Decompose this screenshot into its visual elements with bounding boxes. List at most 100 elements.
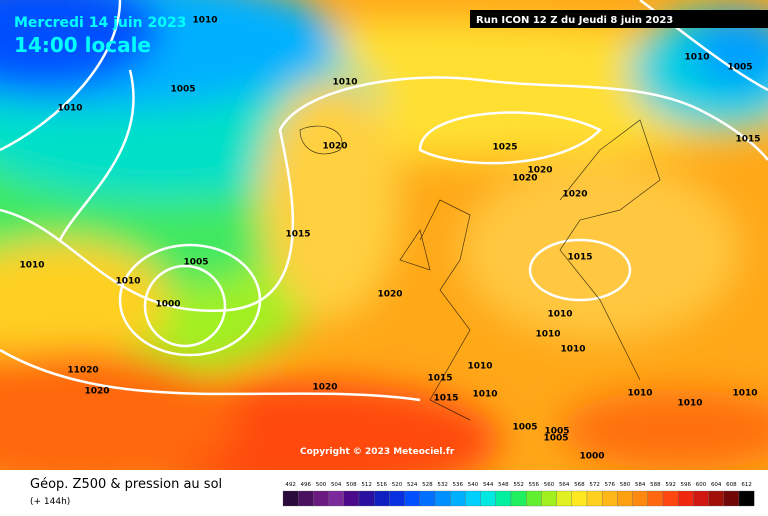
legend-label: 580 <box>620 482 631 488</box>
legend-swatch <box>465 490 481 507</box>
legend-label: 608 <box>726 482 737 488</box>
isobar-label: 1010 <box>627 389 652 399</box>
legend-label: 504 <box>331 482 342 488</box>
copyright: Copyright © 2023 Meteociel.fr <box>300 447 455 457</box>
legend-swatch <box>343 490 360 507</box>
date-label: Mercredi 14 juin 2023 <box>14 15 186 31</box>
isobar-label: 1015 <box>285 230 310 240</box>
legend-swatch <box>313 490 329 507</box>
isobar-label: 1020 <box>84 387 109 397</box>
isobar-label: 1005 <box>543 434 568 444</box>
isobar-label: 11020 <box>67 366 98 376</box>
legend-swatch <box>647 490 664 507</box>
footer-title: Géop. Z500 & pression au sol <box>30 477 222 492</box>
legend-label: 584 <box>635 482 646 488</box>
field <box>0 0 768 470</box>
isobar-label: 1010 <box>684 53 709 63</box>
legend-swatch <box>389 490 405 507</box>
legend-label: 516 <box>377 482 388 488</box>
legend-label: 524 <box>407 482 418 488</box>
isobar-label: 1005 <box>170 85 195 95</box>
isobar-label: 1010 <box>115 277 140 287</box>
legend-swatch <box>556 490 572 507</box>
isobar-label: 1005 <box>544 427 569 437</box>
legend-swatch <box>526 490 542 507</box>
isobar-label: 1005 <box>512 423 537 433</box>
legend-swatch <box>282 490 299 507</box>
legend-swatch <box>738 490 755 507</box>
legend-label: 552 <box>513 482 524 488</box>
legend-swatch <box>723 490 740 507</box>
legend-swatch <box>678 490 694 507</box>
isobar-label: 1020 <box>527 166 552 176</box>
legend-swatch <box>571 490 588 507</box>
run-label: Run ICON 12 Z du Jeudi 8 juin 2023 <box>476 15 673 26</box>
legend-swatch <box>374 490 390 507</box>
legend-label: 604 <box>711 482 722 488</box>
legend-label: 600 <box>696 482 707 488</box>
legend-label: 560 <box>544 482 555 488</box>
legend-label: 536 <box>453 482 464 488</box>
isobar-label: 1020 <box>312 383 337 393</box>
isobar-label: 1020 <box>512 174 537 184</box>
legend-swatch <box>298 490 314 507</box>
legend-swatch <box>419 490 436 507</box>
legend-label: 596 <box>681 482 692 488</box>
isobar-label: 1015 <box>735 135 760 145</box>
isobar-label: 1010 <box>192 16 217 26</box>
legend-label: 576 <box>605 482 616 488</box>
legend-swatch <box>617 490 633 507</box>
legend-label: 540 <box>468 482 479 488</box>
legend-label: 496 <box>301 482 312 488</box>
legend-swatch <box>541 490 557 507</box>
legend-swatch <box>434 490 451 507</box>
isobar-label: 1015 <box>567 253 592 263</box>
isobar-label: 1010 <box>535 330 560 340</box>
isobar-label: 1010 <box>732 389 757 399</box>
legend-swatch <box>404 490 420 507</box>
isobar-label: 1010 <box>467 362 492 372</box>
footer-subtitle: (+ 144h) <box>30 497 70 507</box>
legend-label: 508 <box>346 482 357 488</box>
legend-label: 564 <box>559 482 570 488</box>
run-box <box>470 10 768 28</box>
legend-label: 512 <box>361 482 372 488</box>
isobar-label: 1015 <box>427 374 452 384</box>
isobar-label: 1005 <box>183 258 208 268</box>
isobar-label: 1025 <box>492 143 517 153</box>
legend-label: 528 <box>422 482 433 488</box>
isobar-label: 1010 <box>332 78 357 88</box>
legend-swatch <box>328 490 344 507</box>
legend-label: 568 <box>574 482 585 488</box>
isobar-label: 1010 <box>547 310 572 320</box>
legend-swatch <box>358 490 375 507</box>
legend-label: 592 <box>665 482 676 488</box>
legend-label: 548 <box>498 482 509 488</box>
legend-swatch <box>602 490 618 507</box>
legend-label: 544 <box>483 482 494 488</box>
isobar-label: 1010 <box>472 390 497 400</box>
legend-swatch <box>662 490 679 507</box>
legend-swatch <box>693 490 709 507</box>
isobar-label: 1010 <box>57 104 82 114</box>
legend-swatch <box>510 490 527 507</box>
legend-swatch <box>450 490 466 507</box>
legend-label: 588 <box>650 482 661 488</box>
isobar-label: 1020 <box>562 190 587 200</box>
isobar-label: 1015 <box>433 394 458 404</box>
legend-swatch <box>632 490 648 507</box>
legend-label: 492 <box>285 482 296 488</box>
isobar-label: 1010 <box>19 261 44 271</box>
legend-label: 500 <box>316 482 327 488</box>
isobar-label: 1020 <box>377 290 402 300</box>
isobar-label: 1010 <box>560 345 585 355</box>
legend-swatch <box>708 490 724 507</box>
legend-swatch <box>480 490 496 507</box>
isobar-label: 1005 <box>727 63 752 73</box>
isobar-label: 1020 <box>322 142 347 152</box>
isobar-label: 1000 <box>155 300 180 310</box>
legend-label: 572 <box>589 482 600 488</box>
legend-label: 532 <box>437 482 448 488</box>
isobar-label: 1000 <box>579 452 604 462</box>
